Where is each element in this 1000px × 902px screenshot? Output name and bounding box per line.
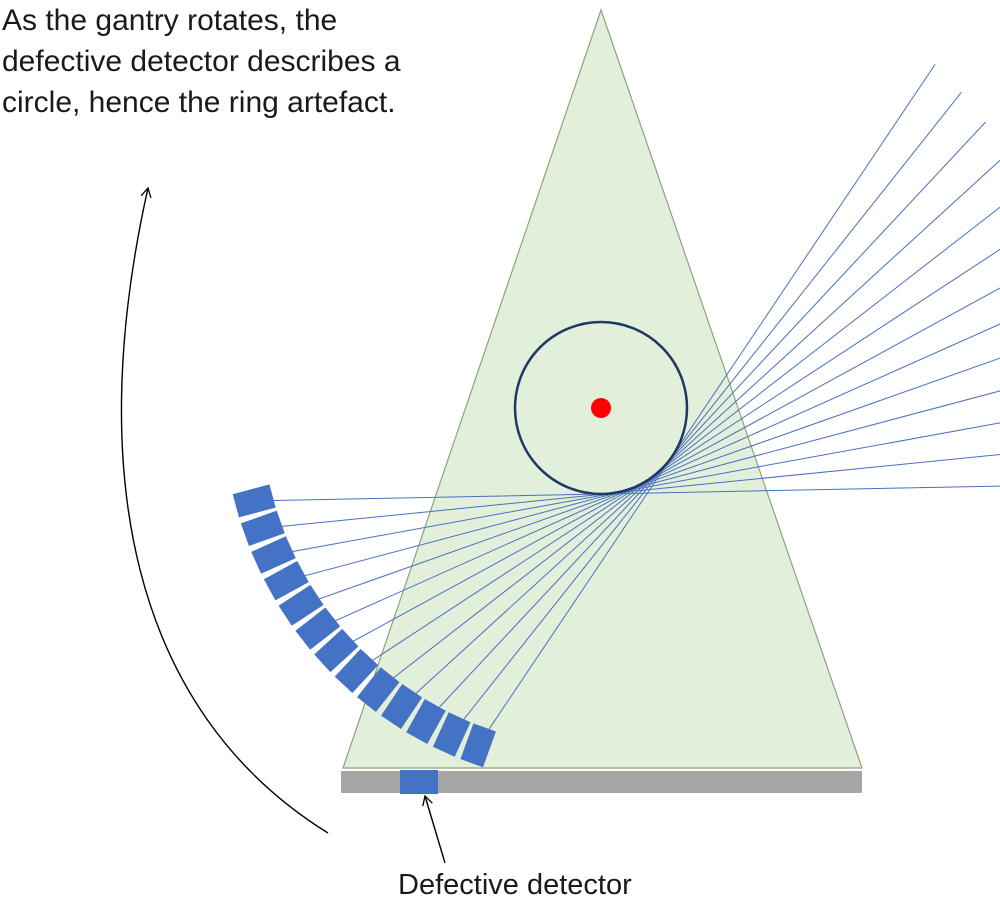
xray-fan-beam (343, 10, 862, 768)
caption-line-1: As the gantry rotates, the (2, 0, 472, 41)
defective-detector-label: Defective detector (398, 868, 632, 902)
rotation-direction-arrow (121, 188, 328, 833)
rotated-detector-position (233, 484, 276, 517)
caption-line-2: defective detector describes a (2, 41, 472, 82)
defective-detector (400, 770, 438, 794)
rotation-centre-dot (591, 398, 611, 418)
diagram-caption: As the gantry rotates, the defective det… (2, 0, 472, 123)
caption-line-3: circle, hence the ring artefact. (2, 82, 472, 123)
defective-detector-pointer-arrow (425, 796, 445, 863)
